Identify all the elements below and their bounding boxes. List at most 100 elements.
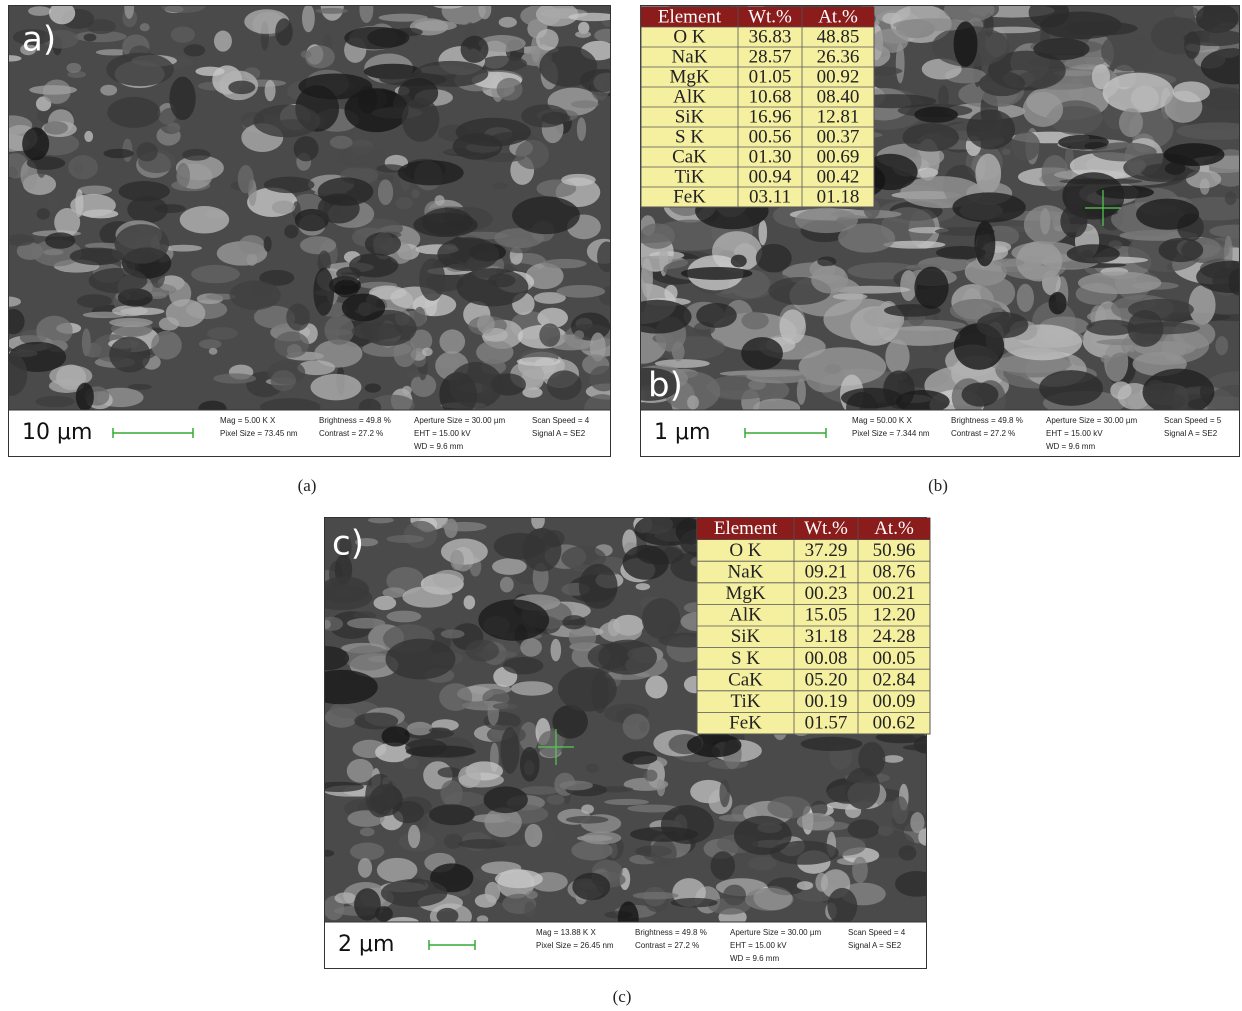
info-text: Scan Speed = 4 (532, 416, 590, 425)
table-cell: 00.69 (817, 146, 860, 167)
info-bar (641, 410, 1239, 456)
table-cell: 01.05 (749, 66, 792, 87)
info-text: Scan Speed = 5 (1164, 416, 1222, 425)
panel-label: c) (332, 524, 364, 564)
table-cell: 02.84 (873, 669, 916, 690)
table-cell: 28.57 (749, 46, 792, 67)
table-cell: 00.92 (817, 66, 860, 87)
info-text: Mag = 13.88 K X (536, 928, 596, 937)
info-text: Contrast = 27.2 % (951, 429, 1015, 438)
eds-table: Element Wt.% At.% O K 37.29 50.96 NaK 09.21 08.7… (697, 518, 930, 734)
table-cell: FeK (673, 186, 706, 207)
panel: a) 10 μm Mag = 5.00 K X Pixel Size = 73.45 … (0, 0, 627, 457)
table-cell: FeK (729, 713, 762, 734)
table-cell: 00.19 (805, 691, 848, 712)
table-cell: 12.81 (817, 106, 860, 127)
figure: a) 10 μm Mag = 5.00 K X Pixel Size = 73.45 … (0, 0, 1242, 1011)
table-cell: 15.05 (805, 605, 848, 626)
scale-label: 1 μm (654, 420, 710, 445)
info-text: Brightness = 49.8 % (319, 416, 391, 425)
table-cell: NaK (728, 561, 764, 582)
table-cell: SiK (675, 106, 705, 127)
table-cell: 01.30 (749, 146, 792, 167)
table-cell: 12.20 (873, 605, 916, 626)
table-header: Wt.% (748, 6, 792, 27)
info-text: Pixel Size = 73.45 nm (220, 429, 298, 438)
table-cell: 00.05 (873, 648, 916, 669)
scale-label: 10 μm (22, 420, 92, 445)
sem-image (0, 0, 627, 421)
table-cell: AlK (673, 86, 706, 107)
info-text: Mag = 5.00 K X (220, 416, 276, 425)
table-cell: SiK (731, 626, 761, 647)
info-text: Brightness = 49.8 % (635, 928, 707, 937)
table-cell: CaK (728, 669, 763, 690)
table-cell: 36.83 (749, 26, 792, 47)
info-text: Pixel Size = 7.344 nm (852, 429, 930, 438)
table-cell: 09.21 (805, 561, 848, 582)
table-cell: 00.09 (873, 691, 916, 712)
info-text: Signal A = SE2 (1164, 429, 1218, 438)
info-text: Scan Speed = 4 (848, 928, 906, 937)
info-text: WD = 9.6 mm (730, 954, 779, 963)
table-cell: O K (729, 540, 761, 561)
table-cell: 01.57 (805, 713, 848, 734)
info-text: Brightness = 49.8 % (951, 416, 1023, 425)
table-cell: 00.23 (805, 583, 848, 604)
table-cell: MgK (725, 583, 765, 604)
info-text: Mag = 50.00 K X (852, 416, 912, 425)
panel: c)2 μmMag = 13.88 K XPixel Size = 26.45 … (304, 509, 949, 968)
table-cell: 24.28 (873, 626, 916, 647)
info-text: Signal A = SE2 (848, 941, 902, 950)
table-cell: 01.18 (817, 186, 860, 207)
info-bar (9, 410, 610, 456)
caption: (c) (613, 987, 632, 1006)
table-cell: S K (675, 126, 704, 147)
table-cell: 00.08 (805, 648, 848, 669)
table-cell: 00.21 (873, 583, 916, 604)
table-cell: 50.96 (873, 540, 916, 561)
table-cell: CaK (672, 146, 707, 167)
info-text: EHT = 15.00 kV (414, 429, 471, 438)
table-cell: 16.96 (749, 106, 792, 127)
table-cell: 10.68 (749, 86, 792, 107)
caption: (b) (928, 476, 948, 495)
table-cell: 00.94 (749, 166, 792, 187)
info-text: Aperture Size = 30.00 µm (414, 416, 505, 425)
info-text: WD = 9.6 mm (414, 442, 463, 451)
info-text: EHT = 15.00 kV (1046, 429, 1103, 438)
table-cell: NaK (672, 46, 708, 67)
table-cell: AlK (729, 605, 762, 626)
table-cell: S K (731, 648, 760, 669)
info-text: Pixel Size = 26.45 nm (536, 941, 614, 950)
panel-label: b) (648, 366, 683, 406)
caption: (a) (298, 476, 317, 495)
table-header: Element (714, 518, 778, 539)
table-header: Element (658, 6, 722, 27)
table-cell: 00.42 (817, 166, 860, 187)
info-text: EHT = 15.00 kV (730, 941, 787, 950)
table-cell: MgK (669, 66, 709, 87)
table-cell: O K (673, 26, 705, 47)
panel: b) 1 μm Mag = 50.00 K X Pixel Size = 7.344 … (604, 0, 1242, 456)
table-cell: 00.62 (873, 713, 916, 734)
table-header: At.% (874, 518, 914, 539)
table-cell: 00.37 (817, 126, 860, 147)
table-cell: 37.29 (805, 540, 848, 561)
table-header: At.% (818, 6, 858, 27)
table-cell: 05.20 (805, 669, 848, 690)
info-text: Aperture Size = 30.00 µm (730, 928, 821, 937)
panel-label: a) (22, 20, 56, 60)
table-cell: 08.76 (873, 561, 916, 582)
table-cell: 31.18 (805, 626, 848, 647)
info-text: Contrast = 27.2 % (635, 941, 699, 950)
table-cell: 00.56 (749, 126, 792, 147)
table-cell: TiK (731, 691, 761, 712)
info-text: WD = 9.6 mm (1046, 442, 1095, 451)
info-bar (325, 922, 926, 968)
table-header: Wt.% (804, 518, 848, 539)
table-cell: 48.85 (817, 26, 860, 47)
info-text: Aperture Size = 30.00 µm (1046, 416, 1137, 425)
table-cell: 08.40 (817, 86, 860, 107)
